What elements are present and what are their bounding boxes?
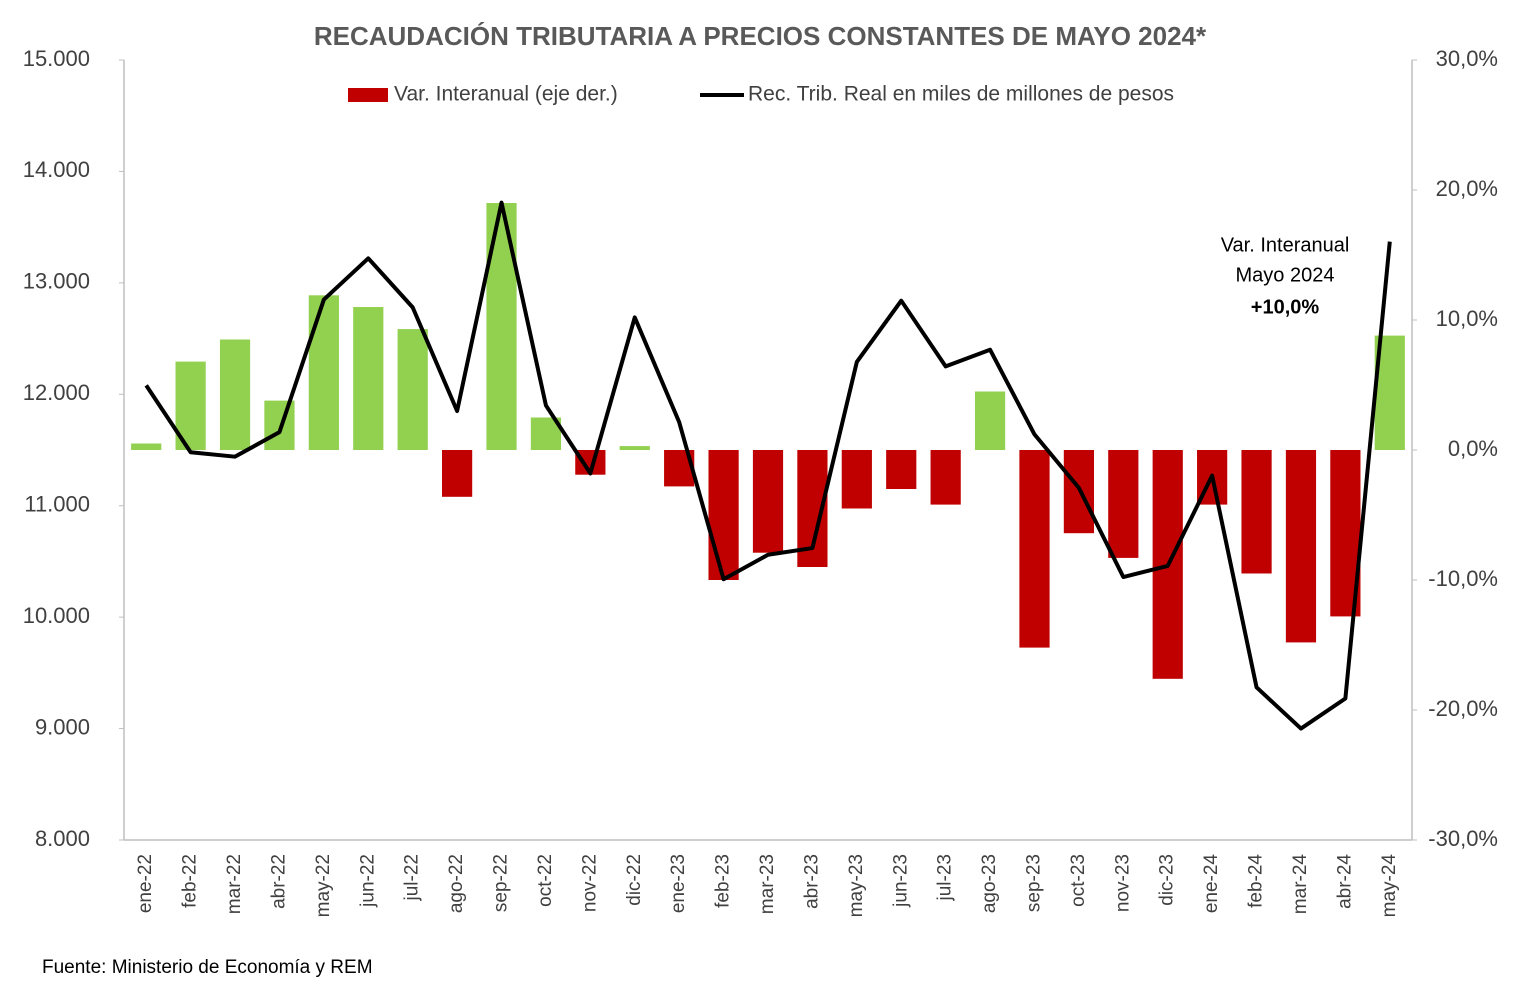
x-tick-label: nov-23 (1112, 854, 1133, 912)
annotation: Var. Interanual (1221, 234, 1350, 256)
bar (219, 339, 251, 450)
bar (397, 329, 428, 450)
y2-tick-label: 0,0% (1448, 436, 1498, 461)
x-tick-label: ago-22 (446, 854, 467, 913)
annotation: Mayo 2024 (1236, 264, 1335, 286)
x-tick-label: may-23 (846, 854, 867, 917)
x-tick-label: may-24 (1379, 854, 1400, 918)
bar (1108, 450, 1139, 558)
bar (752, 450, 784, 553)
bar (131, 443, 162, 450)
x-tick-label: ago-23 (979, 854, 1000, 913)
x-tick-label: feb-22 (180, 854, 201, 908)
x-tick-label: sep-23 (1023, 854, 1044, 912)
bar (930, 450, 961, 505)
annotation: +10,0% (1251, 296, 1320, 318)
y-tick-label: 11.000 (24, 492, 90, 517)
bar (486, 203, 517, 450)
x-tick-label: mar-22 (224, 854, 245, 914)
bar (886, 450, 917, 489)
bar (353, 307, 384, 450)
bar (1241, 450, 1272, 574)
x-tick-label: ene-23 (668, 854, 689, 913)
bar (708, 450, 739, 580)
y-tick-label: 12.000 (23, 380, 90, 405)
y2-tick-label: 30,0% (1436, 46, 1498, 71)
x-tick-label: ene-22 (135, 854, 156, 913)
x-tick-label: mar-24 (1290, 854, 1311, 915)
y-tick-label: 10.000 (23, 603, 90, 628)
x-tick-label: feb-24 (1246, 854, 1267, 908)
bar (974, 391, 1006, 450)
x-tick-label: oct-22 (535, 854, 556, 907)
source: Fuente: Ministerio de Economía y REM (42, 957, 373, 978)
x-tick-label: sep-22 (491, 854, 512, 912)
legend-swatch (348, 88, 388, 102)
x-tick-label: ene-24 (1201, 854, 1222, 914)
bar (442, 450, 473, 497)
x-tick-label: jun-23 (890, 854, 911, 908)
legend-label: Var. Interanual (eje der.) (394, 83, 618, 106)
x-tick-label: abr-22 (268, 854, 289, 909)
bar (264, 400, 295, 450)
y2-tick-label: -10,0% (1428, 566, 1498, 591)
x-tick-label: jun-22 (357, 854, 378, 908)
y2-tick-label: -30,0% (1428, 826, 1498, 851)
x-tick-label: dic-22 (624, 854, 645, 906)
x-tick-label: mar-23 (757, 854, 778, 914)
chart-title: RECAUDACIÓN TRIBUTARIA A PRECIOS CONSTAN… (314, 21, 1207, 51)
x-tick-label: oct-23 (1068, 854, 1089, 907)
x-tick-label: jul-23 (935, 854, 956, 901)
bar (1019, 450, 1050, 648)
x-tick-label: jul-22 (402, 854, 423, 901)
y-tick-label: 13.000 (23, 269, 90, 294)
x-tick-label: may-22 (313, 854, 334, 917)
bar (841, 450, 872, 509)
bar (1285, 450, 1317, 643)
y-tick-label: 14.000 (23, 157, 90, 182)
y-tick-label: 8.000 (35, 826, 90, 851)
x-tick-label: nov-22 (579, 854, 600, 912)
x-tick-label: abr-23 (801, 854, 822, 909)
x-tick-label: dic-23 (1157, 854, 1178, 906)
y2-tick-label: -20,0% (1428, 696, 1498, 721)
y2-tick-label: 10,0% (1436, 306, 1498, 331)
legend-label: Rec. Trib. Real en miles de millones de … (748, 83, 1174, 106)
y2-tick-label: 20,0% (1436, 176, 1498, 201)
line (144, 200, 1392, 731)
y-tick-label: 9.000 (35, 714, 90, 739)
y-tick-label: 15.000 (23, 46, 90, 71)
x-tick-label: abr-24 (1334, 854, 1355, 909)
bar (619, 446, 650, 450)
x-tick-label: feb-23 (713, 854, 734, 908)
bar (308, 295, 339, 450)
